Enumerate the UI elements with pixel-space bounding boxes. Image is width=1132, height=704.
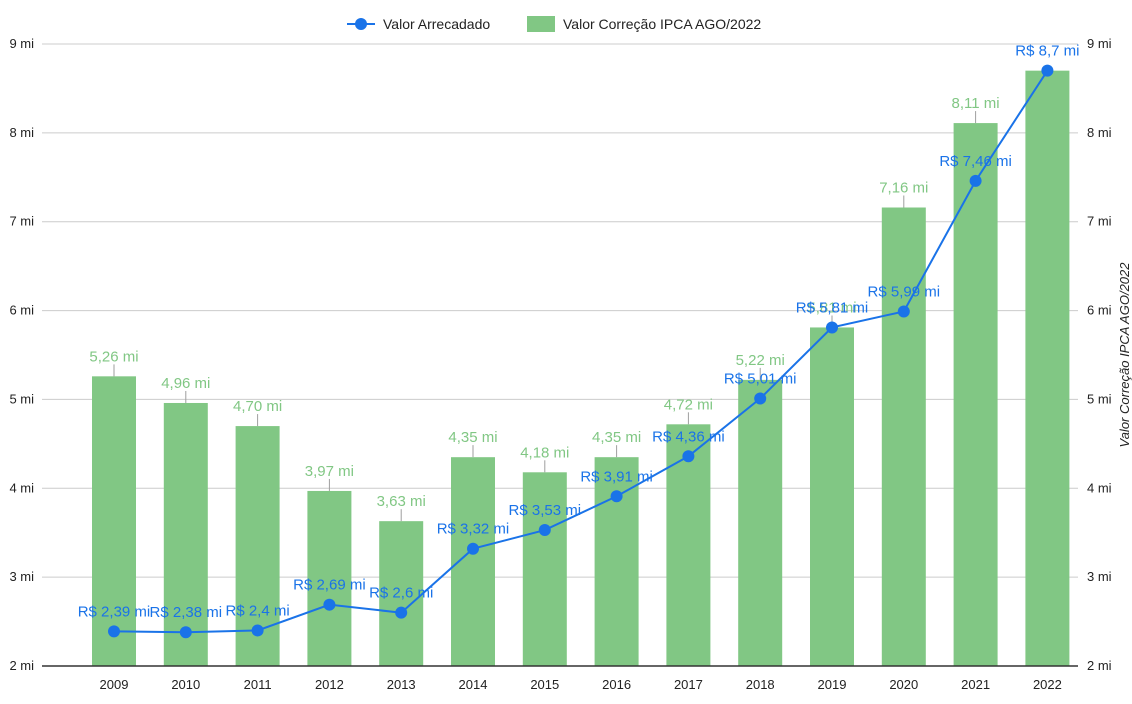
bar-data-label: 4,18 mi (520, 444, 569, 461)
x-tick-label: 2014 (459, 677, 488, 692)
line-point[interactable] (826, 321, 838, 334)
bar-data-label: 5,22 mi (736, 352, 785, 369)
y-tick-label-right: 8 mi (1087, 125, 1112, 140)
y-tick-label-left: 7 mi (9, 214, 34, 229)
x-tick-label: 2018 (746, 677, 775, 692)
line-point[interactable] (538, 524, 551, 537)
line-data-labels: R$ 2,39 mi R$ 2,38 mi R$ 2,4 miR$ 2,69 mi R… (78, 43, 1080, 622)
y-tick-label-left: 5 mi (9, 391, 34, 406)
legend-label-bar: Valor Correção IPCA AGO/2022 (563, 16, 761, 32)
bar[interactable] (953, 123, 998, 666)
x-tick-label: 2017 (674, 677, 703, 692)
y-tick-label-left: 2 mi (9, 658, 34, 673)
line-point[interactable] (108, 625, 120, 638)
y-tick-label-right: 6 mi (1087, 303, 1112, 318)
x-tick-label: 2020 (889, 677, 918, 692)
y-tick-label-right: 5 mi (1087, 391, 1112, 406)
x-tick-label: 2015 (530, 677, 559, 692)
line-point[interactable] (682, 450, 695, 463)
y-tick-label-left: 3 mi (9, 569, 34, 584)
line-data-label: R$ 2,39 mi (78, 603, 151, 620)
line-point[interactable] (969, 174, 982, 187)
line-data-label: R$ 8,7 mi (1015, 43, 1079, 60)
x-tick-label: 2013 (387, 677, 416, 692)
bar-data-labels: 5,26 mi 4,96 mi 4,70 mi 3,97 mi 3,63 mi 4,35 … (89, 95, 1000, 522)
line-data-label: R$ 4,36 mi (652, 428, 725, 445)
y-tick-label-left: 6 mi (9, 303, 34, 318)
y-axis-right: 2 mi 3 mi 4 mi 5 mi 6 mi 7 mi 8 mi 9 mi (1087, 36, 1112, 673)
line-data-label: R$ 3,32 mi (437, 521, 510, 538)
line-data-label: R$ 3,53 mi (509, 502, 582, 519)
x-tick-label: 2021 (961, 677, 990, 692)
legend-line-marker (355, 18, 367, 30)
y-tick-label-right: 9 mi (1087, 36, 1112, 51)
bar[interactable] (522, 472, 567, 666)
bar-data-label: 4,70 mi (233, 398, 282, 415)
y-tick-label-right: 4 mi (1087, 480, 1112, 495)
bar-data-label: 3,63 mi (377, 493, 426, 510)
legend-item-line[interactable]: Valor Arrecadado (347, 16, 490, 32)
line-data-label: R$ 3,91 mi (580, 468, 653, 485)
line-data-label: R$ 2,6 mi (369, 585, 433, 602)
bar[interactable] (307, 490, 352, 666)
x-tick-label: 2016 (602, 677, 631, 692)
bar-data-label: 4,96 mi (161, 375, 210, 392)
bar-data-label: 8,11 mi (952, 95, 1000, 112)
line-series (108, 64, 1054, 639)
y-tick-label-right: 2 mi (1087, 658, 1112, 673)
legend-bar-swatch (527, 16, 555, 32)
line-point[interactable] (395, 606, 408, 619)
bar-data-label: 3,97 mi (305, 463, 354, 480)
line-data-label: R$ 5,81 mi (796, 299, 869, 316)
line-point[interactable] (1041, 64, 1054, 77)
x-axis: 2009 2010 2011 2012 2013 2014 2015 2016 2017 2018… (100, 677, 1062, 692)
x-tick-label: 2010 (171, 677, 200, 692)
bar-data-label: 4,72 mi (664, 396, 713, 413)
line-point[interactable] (251, 624, 264, 637)
bar[interactable] (379, 521, 424, 666)
bar[interactable] (163, 402, 208, 666)
legend: Valor Arrecadado Valor Correção IPCA AGO… (347, 16, 761, 32)
line-point[interactable] (323, 598, 336, 611)
bar-data-label: 4,35 mi (592, 429, 641, 446)
bar-data-label: 5,26 mi (89, 348, 138, 365)
x-tick-label: 2009 (100, 677, 129, 692)
bar[interactable] (881, 207, 926, 667)
bar-series (92, 70, 1070, 667)
x-tick-label: 2022 (1033, 677, 1062, 692)
line-data-label: R$ 2,69 mi (293, 577, 366, 594)
line-data-label: R$ 7,46 mi (939, 153, 1012, 170)
y-tick-label-right: 3 mi (1087, 569, 1112, 584)
x-tick-label: 2011 (244, 677, 272, 692)
bar[interactable] (92, 376, 136, 666)
line-data-label: R$ 2,4 mi (225, 602, 289, 619)
line-point[interactable] (897, 305, 910, 318)
line-point[interactable] (754, 392, 767, 405)
y-tick-label-left: 8 mi (9, 125, 34, 140)
bar[interactable] (810, 327, 854, 666)
line-data-label: R$ 5,01 mi (724, 371, 797, 388)
line-point[interactable] (610, 490, 623, 503)
x-tick-label: 2012 (315, 677, 344, 692)
y-tick-label-left: 4 mi (9, 480, 34, 495)
bar[interactable] (738, 379, 783, 666)
line-point[interactable] (467, 542, 479, 555)
y-axis-left: 2 mi 3 mi 4 mi 5 mi 6 mi 7 mi 8 mi 9 mi (9, 36, 34, 673)
y2-axis-title: Valor Correção IPCA AGO/2022 (1117, 262, 1132, 448)
y-tick-label-right: 7 mi (1087, 214, 1112, 229)
line-data-label: R$ 5,99 mi (868, 283, 941, 300)
legend-label-line: Valor Arrecadado (383, 16, 490, 32)
line-data-label: R$ 2,38 mi (150, 604, 223, 621)
bar-data-label: 4,35 mi (448, 429, 497, 446)
y-tick-label-left: 9 mi (9, 36, 34, 51)
x-tick-label: 2019 (818, 677, 847, 692)
bar-data-label: 7,16 mi (879, 179, 928, 196)
line-point[interactable] (179, 626, 192, 639)
legend-item-bar[interactable]: Valor Correção IPCA AGO/2022 (527, 16, 761, 32)
bar[interactable] (1025, 70, 1070, 666)
bar-data-label: 5,81 mi (807, 299, 856, 316)
series-line (113, 70, 1049, 634)
